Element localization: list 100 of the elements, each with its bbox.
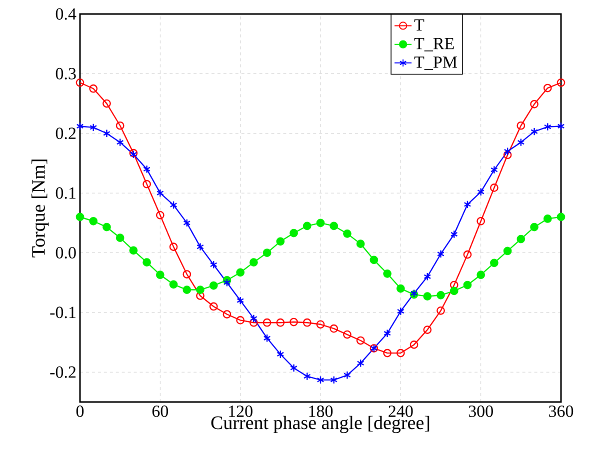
point xyxy=(290,228,298,238)
point xyxy=(490,184,498,192)
y-tick-label: -0.2 xyxy=(50,366,76,378)
point xyxy=(102,99,111,108)
point xyxy=(209,281,218,290)
legend-label: T xyxy=(414,19,424,31)
point xyxy=(183,218,191,228)
point xyxy=(423,292,432,301)
point xyxy=(276,350,284,358)
point xyxy=(90,123,98,132)
point xyxy=(129,246,138,255)
point xyxy=(223,278,231,287)
point xyxy=(476,216,486,226)
point xyxy=(330,376,338,384)
point xyxy=(142,180,151,188)
point xyxy=(396,307,404,316)
point xyxy=(76,212,84,222)
point xyxy=(516,234,526,244)
point xyxy=(396,284,405,293)
point xyxy=(156,270,164,280)
point xyxy=(89,84,98,93)
point xyxy=(170,200,178,210)
point xyxy=(316,376,324,384)
point xyxy=(303,372,311,381)
point xyxy=(490,258,498,268)
point xyxy=(356,336,365,345)
point xyxy=(530,222,538,232)
point xyxy=(116,138,124,147)
x-tick-label: 0 xyxy=(76,406,84,417)
y-tick-label: 0.2 xyxy=(56,128,76,140)
point xyxy=(236,296,244,305)
point xyxy=(424,272,432,281)
point xyxy=(76,122,84,130)
x-tick-label: 240 xyxy=(388,406,413,417)
point xyxy=(210,260,218,269)
point xyxy=(302,222,312,230)
legend-label: T_RE xyxy=(414,38,454,52)
point xyxy=(263,334,271,342)
point xyxy=(423,326,432,334)
point xyxy=(143,165,151,174)
point xyxy=(450,286,458,296)
y-axis-title: Torque [Nm] xyxy=(31,160,49,258)
point xyxy=(290,364,298,372)
legend-label: T_PM xyxy=(414,56,458,70)
point xyxy=(490,166,498,174)
point xyxy=(356,240,365,248)
point xyxy=(196,286,204,294)
point xyxy=(142,258,151,267)
point xyxy=(356,359,364,368)
point xyxy=(302,318,312,327)
point xyxy=(236,316,245,324)
point xyxy=(76,78,84,87)
point xyxy=(463,250,472,259)
point xyxy=(410,340,418,349)
point xyxy=(169,242,178,251)
point xyxy=(116,234,124,242)
x-tick-label: 120 xyxy=(229,406,252,417)
point xyxy=(557,122,565,130)
point xyxy=(464,200,472,209)
point xyxy=(544,122,552,132)
point xyxy=(196,242,204,251)
point xyxy=(370,256,378,264)
point xyxy=(330,324,338,333)
point xyxy=(530,127,538,136)
point xyxy=(102,222,111,232)
point xyxy=(477,188,485,196)
point xyxy=(276,237,285,246)
point xyxy=(504,147,512,156)
point xyxy=(156,188,164,198)
point xyxy=(436,290,445,300)
point xyxy=(517,138,525,147)
point xyxy=(209,302,218,311)
point xyxy=(316,320,325,329)
y-tick-label: 0.1 xyxy=(56,187,76,199)
point xyxy=(530,100,538,108)
y-tick-label: -0.1 xyxy=(50,306,76,318)
y-tick-label: 0.4 xyxy=(56,8,76,20)
point xyxy=(343,330,352,339)
point xyxy=(383,269,392,278)
point xyxy=(450,230,458,238)
point xyxy=(276,318,285,327)
y-tick-label: 0.3 xyxy=(56,68,76,80)
point xyxy=(169,280,178,289)
point xyxy=(344,370,351,380)
point xyxy=(343,229,352,238)
point xyxy=(463,280,472,290)
point xyxy=(250,258,258,267)
point xyxy=(437,250,444,258)
point xyxy=(396,348,405,358)
point xyxy=(543,214,552,223)
point xyxy=(250,318,258,327)
point xyxy=(250,314,258,323)
point xyxy=(262,248,272,257)
x-axis-title: Current phase angle [degree] xyxy=(211,416,430,434)
y-tick-label: 0.0 xyxy=(56,246,76,259)
point xyxy=(543,84,552,92)
point xyxy=(89,216,98,226)
point xyxy=(384,329,392,338)
x-tick-label: 180 xyxy=(309,406,333,417)
point xyxy=(290,318,298,326)
